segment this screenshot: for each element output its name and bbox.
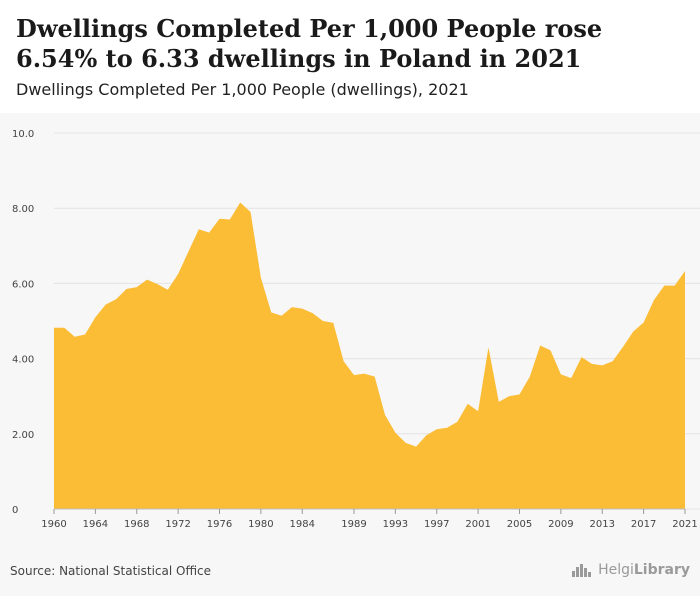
y-tick-label: 10.0 [12,129,34,140]
x-tick-label: 1984 [290,519,315,530]
x-tick-label: 1980 [248,519,273,530]
x-tick-label: 2009 [548,519,573,530]
x-tick-label: 2001 [465,519,490,530]
y-tick-label: 2.00 [12,430,34,441]
y-tick-label: 0 [12,505,18,516]
area-series [54,202,685,509]
skyline-icon [572,564,592,577]
x-tick-label: 1964 [83,519,108,530]
x-tick-label: 1997 [424,519,449,530]
area-chart: 0 2.00 4.00 6.00 8.00 10.0 1960 1964 1968 1972 197… [12,129,700,530]
y-tick-label: 8.00 [12,204,34,215]
x-tick-label: 2005 [507,519,532,530]
x-tick-label: 1968 [124,519,149,530]
x-tick-label: 1972 [165,519,190,530]
x-tick-label: 2021 [672,519,697,530]
x-tick-label: 1993 [383,519,408,530]
x-tick-label: 1960 [41,519,66,530]
brand-logo: HelgiLibrary [571,562,690,578]
brand-prefix: Helgi [598,562,634,578]
chart-title: Dwellings Completed Per 1,000 People ros… [16,14,603,73]
source-note: Source: National Statistical Office [10,564,212,578]
y-tick-label: 4.00 [12,355,34,366]
x-tick-label: 1976 [207,519,232,530]
chart-subtitle: Dwellings Completed Per 1,000 People (dw… [16,80,469,99]
chart-header: Dwellings Completed Per 1,000 People ros… [0,0,700,113]
brand-suffix: Library [633,562,690,578]
x-tick-label: 1989 [341,519,366,530]
x-tick-label: 2013 [590,519,615,530]
y-tick-label: 6.00 [12,279,34,290]
x-tick-label: 2017 [631,519,656,530]
